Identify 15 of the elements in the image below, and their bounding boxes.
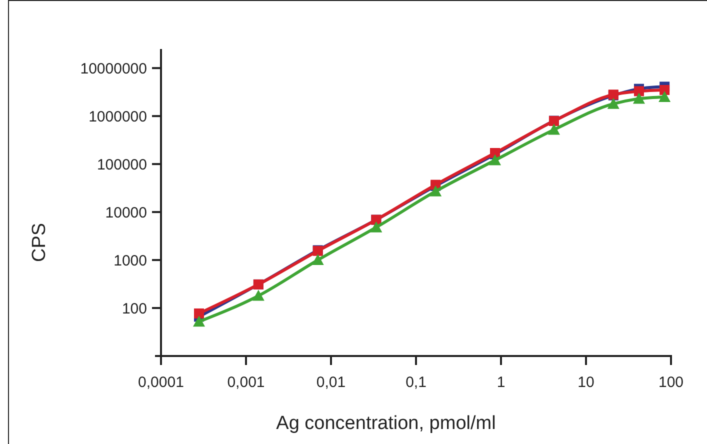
y-tick-label: 1000 [114, 252, 147, 270]
y-tick-label: 100000 [96, 156, 147, 174]
y-tick-label: 10000000 [80, 60, 147, 78]
x-tick-label: 1 [496, 374, 506, 391]
y-tick-label: 10000 [105, 204, 147, 222]
x-axis-title: Ag concentration, pmol/ml [276, 413, 496, 434]
y-tick-label: 100 [122, 300, 147, 318]
x-tick-label: 0,1 [406, 374, 426, 391]
x-tick-label: 100 [658, 374, 684, 391]
x-tick-label: 0,0001 [138, 374, 184, 391]
x-tick-label: 0,01 [316, 374, 346, 391]
x-tick-label: 10 [578, 374, 594, 391]
y-axis-title: CPS [29, 222, 50, 262]
x-tick-label: 0,001 [227, 374, 265, 391]
y-tick-label: 1000000 [88, 108, 147, 126]
